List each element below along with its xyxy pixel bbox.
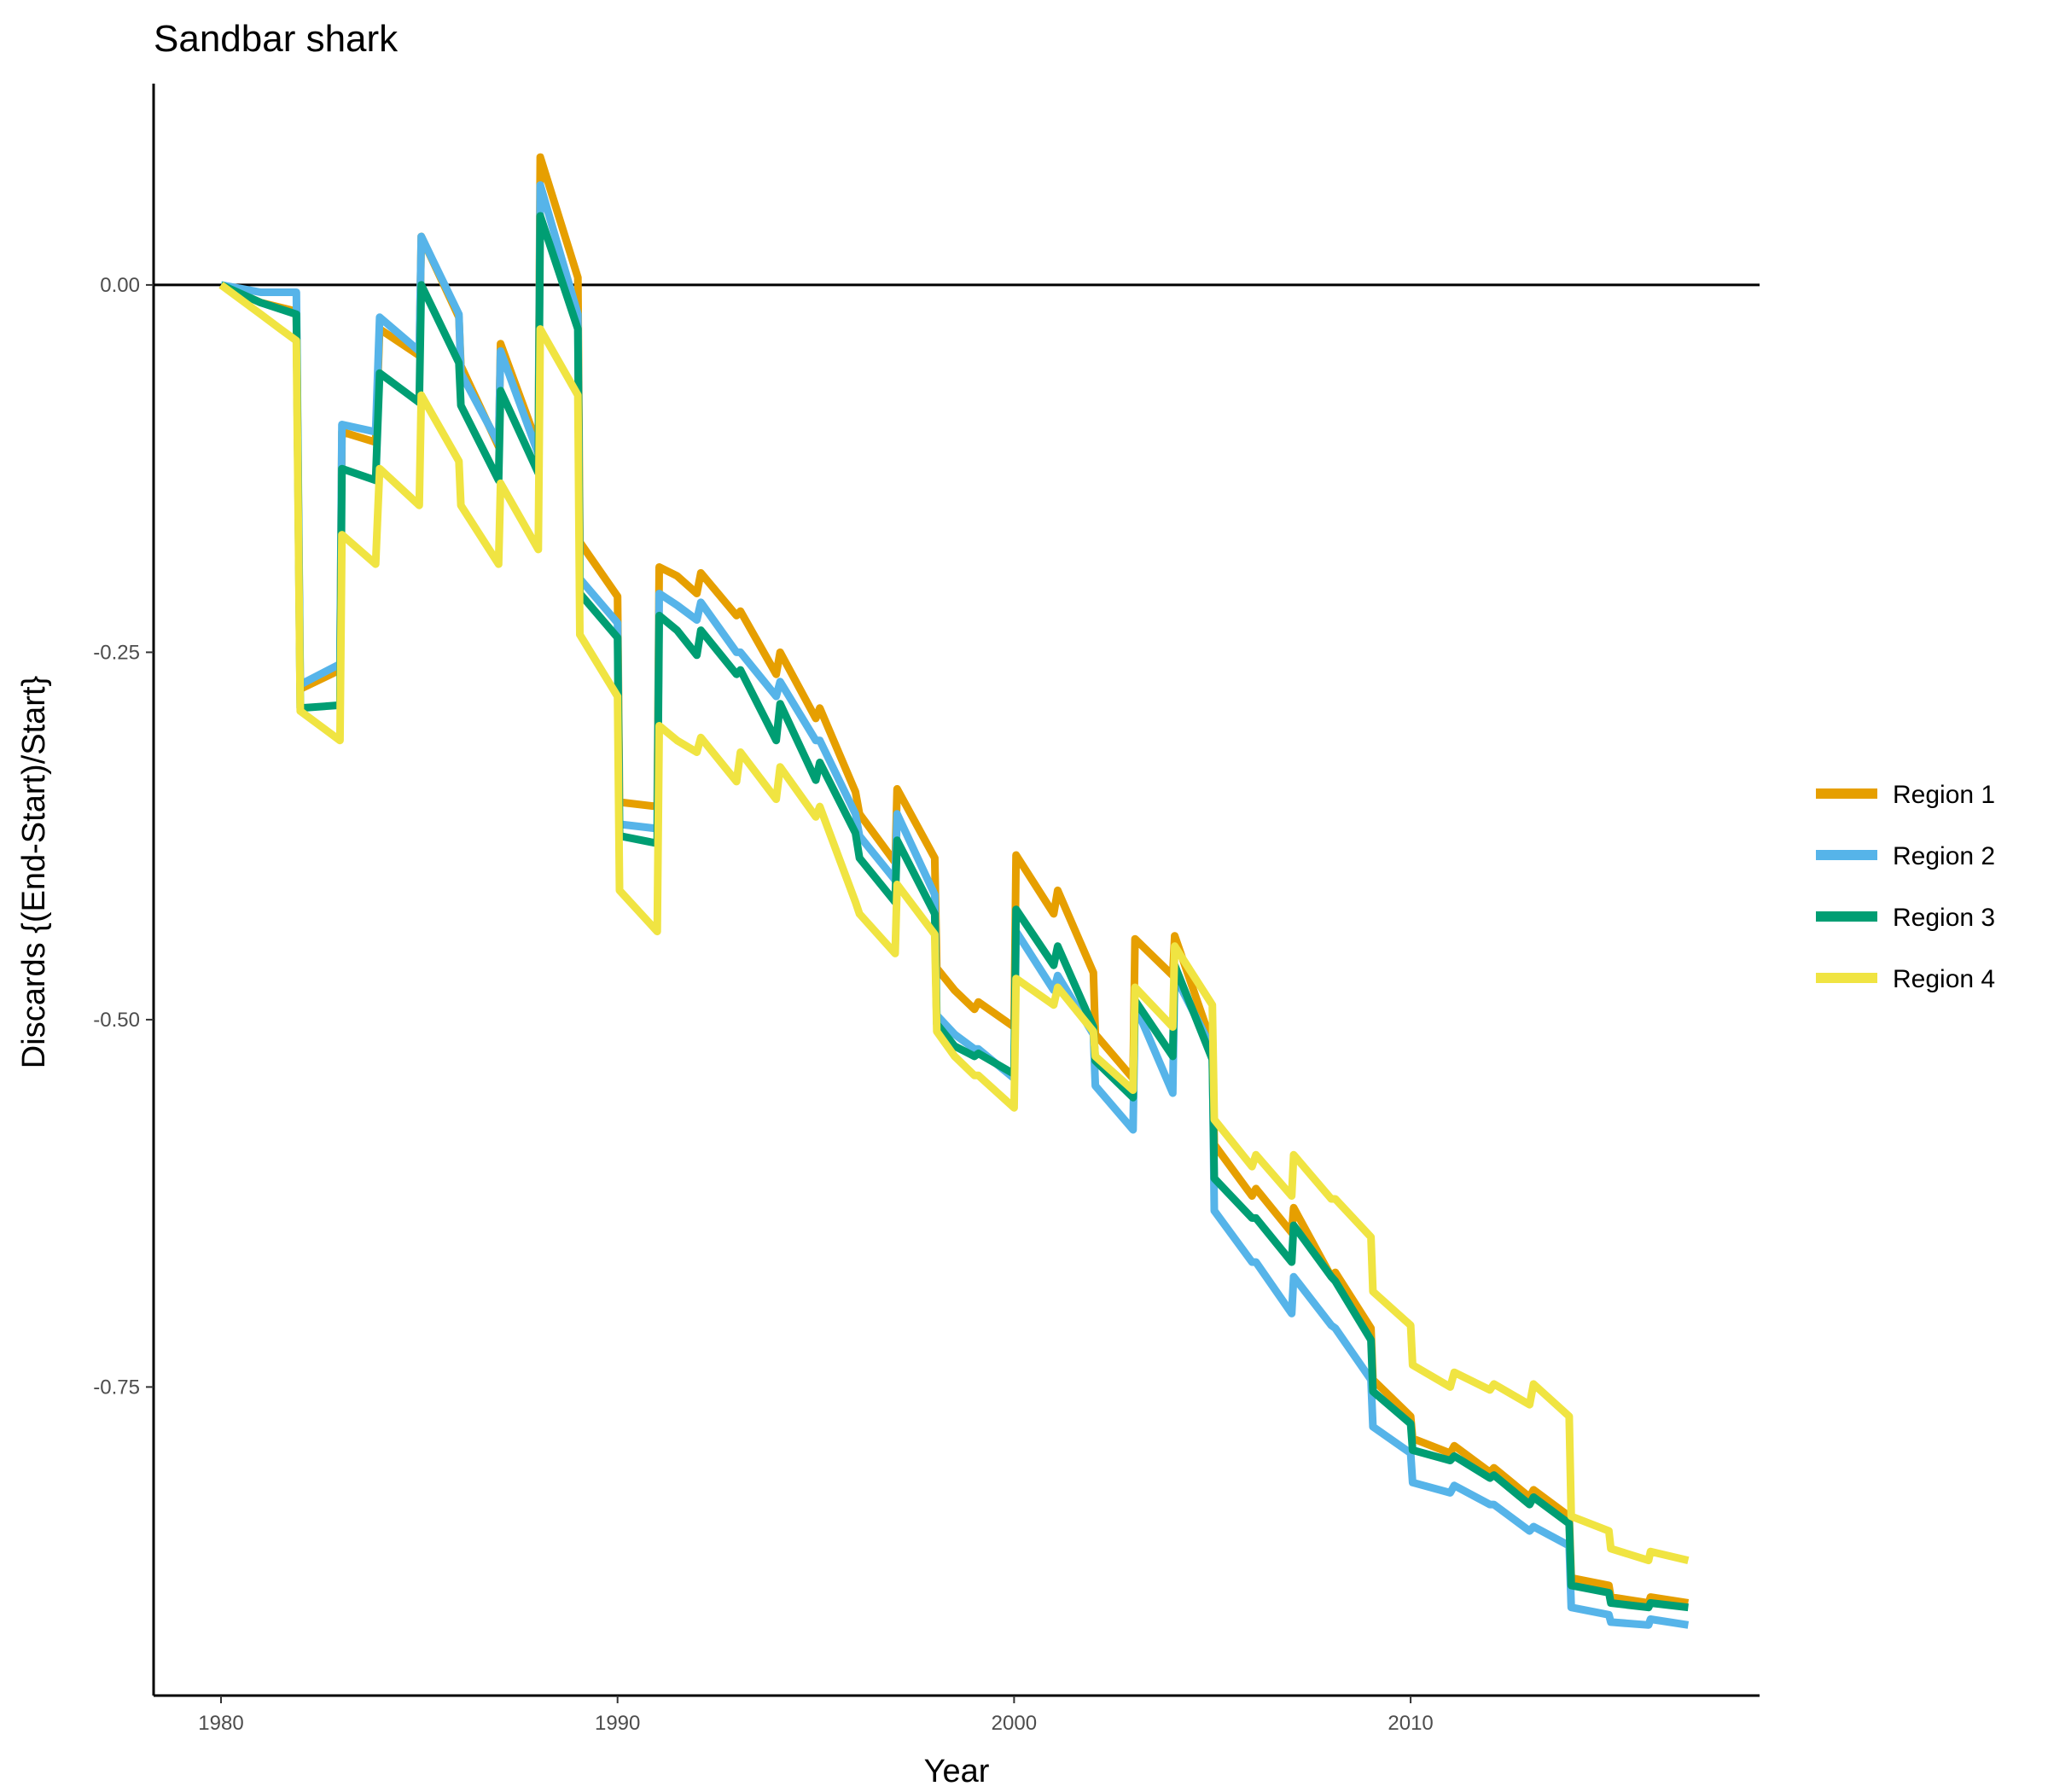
x-axis-title: Year	[924, 1754, 990, 1789]
chart-title: Sandbar shark	[154, 18, 399, 60]
legend-label-region-2: Region 2	[1893, 842, 1995, 870]
y-tick-label: -0.50	[93, 1009, 140, 1032]
legend-label-region-1: Region 1	[1893, 781, 1995, 809]
legend: Region 1 Region 2 Region 3 Region 4	[1816, 781, 1995, 993]
series-line-region-2	[220, 181, 1690, 1629]
series-layer	[218, 153, 1690, 1629]
x-tick-label: 1990	[595, 1712, 640, 1735]
series-line-region-1	[219, 153, 1690, 1607]
x-tick-label: 1980	[198, 1712, 243, 1735]
y-tick-label: -0.25	[93, 641, 140, 664]
y-axis-title: Discards {(End-Start)/Start}	[16, 676, 52, 1068]
y-tick-label: -0.75	[93, 1376, 140, 1399]
axes-layer: 1980 1990 2000 2010 0.00 -0.25 -0.50 -0.75	[93, 84, 1760, 1735]
y-tick-label: 0.00	[100, 274, 140, 297]
series-line-region-4	[218, 282, 1690, 1565]
legend-label-region-3: Region 3	[1893, 904, 1995, 932]
series-line-region-3	[219, 212, 1689, 1612]
legend-label-region-4: Region 4	[1893, 965, 1995, 993]
x-tick-label: 2000	[992, 1712, 1037, 1735]
x-tick-label: 2010	[1388, 1712, 1433, 1735]
